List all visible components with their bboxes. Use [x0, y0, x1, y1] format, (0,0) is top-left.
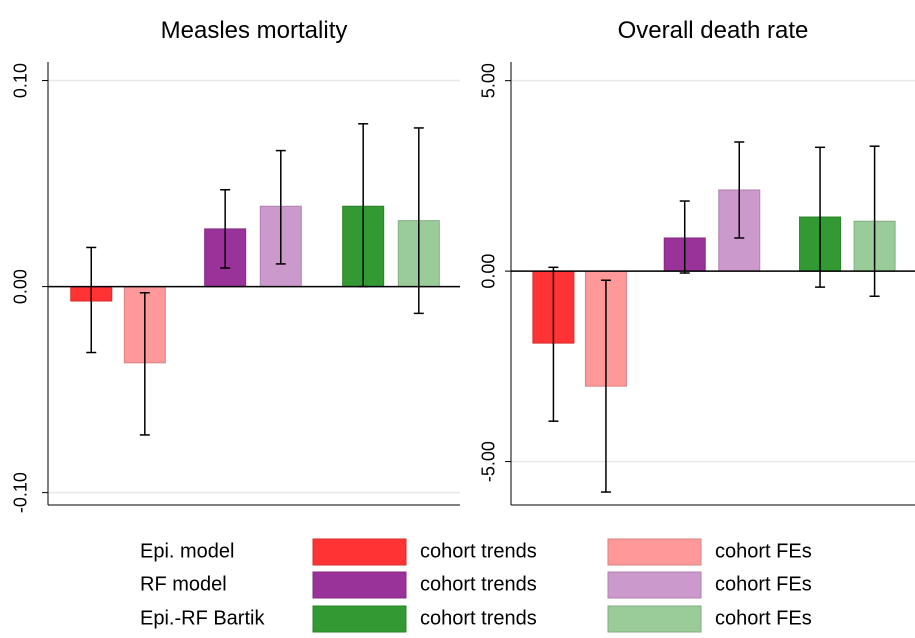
legend-group-label: Epi.-RF Bartik [140, 607, 265, 629]
y-tick-label: 0.10 [11, 63, 31, 98]
y-tick-label: 5.00 [479, 63, 499, 98]
legend-label: cohort trends [420, 607, 537, 629]
y-tick-label: 0.00 [11, 269, 31, 304]
legend-label: cohort trends [420, 573, 537, 595]
y-tick-label: -0.10 [11, 472, 31, 513]
legend-group-label: Epi. model [140, 540, 235, 562]
y-tick-label: -5.00 [479, 441, 499, 482]
chart-title: Overall death rate [618, 17, 809, 44]
legend-group-label: RF model [140, 573, 227, 595]
legend-swatch [607, 571, 702, 599]
legend-label: cohort FEs [715, 607, 812, 629]
legend-label: cohort FEs [715, 573, 812, 595]
legend-label: cohort FEs [715, 540, 812, 562]
legend-label: cohort trends [420, 540, 537, 562]
chart-title: Measles mortality [161, 17, 348, 44]
legend-swatch [312, 571, 407, 599]
legend-swatch [607, 605, 702, 633]
legend-swatch [312, 538, 407, 566]
legend-swatch [312, 605, 407, 633]
y-tick-label: 0.00 [479, 254, 499, 289]
legend-swatch [607, 538, 702, 566]
